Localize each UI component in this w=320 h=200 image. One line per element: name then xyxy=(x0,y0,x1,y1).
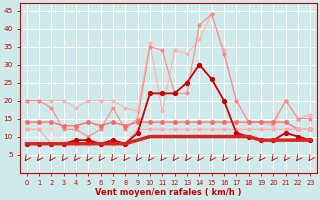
X-axis label: Vent moyen/en rafales ( km/h ): Vent moyen/en rafales ( km/h ) xyxy=(95,188,242,197)
